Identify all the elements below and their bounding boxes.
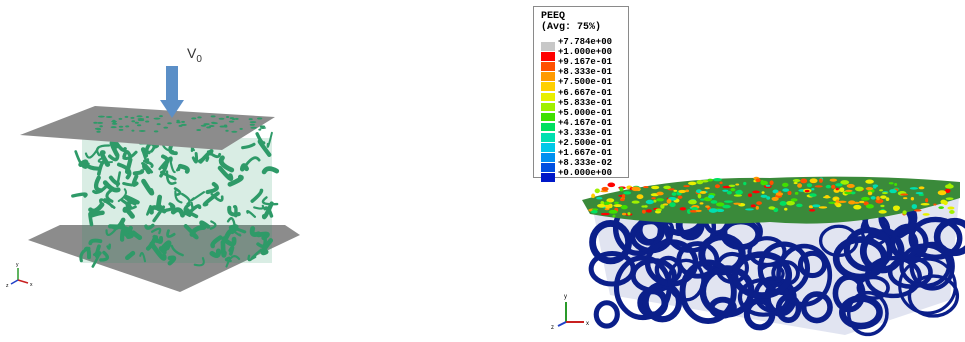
legend-swatch: [541, 143, 555, 152]
legend-swatch: [541, 122, 555, 132]
peeq-legend: PEEQ (Avg: 75%) +7.784e+00 +1.000e+00 +9.1…: [533, 6, 629, 182]
legend-swatch: [541, 132, 555, 142]
legend-entry: +2.500e-01: [541, 138, 613, 152]
legend-swatch: [541, 92, 555, 102]
legend-entry: +6.667e-01: [541, 87, 613, 102]
foam-structure: [71, 131, 280, 268]
foam-between-plates-figure: V0 y x z: [6, 45, 300, 292]
svg-text:y: y: [564, 294, 567, 300]
legend-value: +8.333e-01: [558, 67, 613, 78]
legend-value: +8.333e-02: [558, 158, 613, 169]
legend-value: +2.500e-01: [558, 138, 613, 148]
legend-value: +9.167e-01: [558, 57, 613, 68]
axis-triad-right: y x z: [551, 294, 589, 331]
legend-value: +5.833e-01: [558, 97, 613, 108]
legend-swatch: [541, 52, 555, 61]
svg-text:y: y: [16, 262, 19, 268]
left-foam-view: V0 y x z: [0, 0, 320, 337]
legend-entry: +1.667e-01: [541, 148, 613, 162]
legend-title: PEEQ: [541, 11, 566, 22]
legend-value: +6.667e-01: [558, 87, 613, 98]
legend-swatch: [541, 102, 555, 112]
legend-entry: +7.500e-01: [541, 77, 613, 92]
legend-swatch: [541, 112, 555, 122]
legend-swatch: [541, 173, 555, 182]
axis-triad: y x z: [6, 262, 33, 289]
legend-entry: +4.167e-01: [541, 117, 613, 132]
legend-value: +1.667e-01: [558, 148, 613, 159]
legend-entry: +7.784e+00: [541, 37, 613, 51]
peeq-contour-figure: y x z: [551, 176, 965, 337]
legend-entry: +5.000e-01: [541, 107, 613, 122]
svg-text:z: z: [6, 283, 9, 289]
legend-value: +4.167e-01: [558, 117, 613, 128]
legend-subtitle: (Avg: 75%): [541, 22, 602, 33]
legend-swatch: [541, 42, 555, 51]
legend-swatch: [541, 72, 555, 81]
legend-swatch: [541, 153, 555, 162]
legend-value: +0.000e+00: [558, 168, 613, 179]
legend-swatch: [541, 62, 555, 71]
velocity-arrow: [160, 66, 184, 118]
legend-entry: +0.000e+00: [541, 168, 613, 182]
legend-swatch: [541, 82, 555, 92]
legend-entry: +1.000e+00: [541, 47, 613, 61]
legend-value: +7.500e-01: [558, 77, 613, 88]
legend-value: +3.333e-01: [558, 127, 613, 138]
svg-text:x: x: [586, 321, 589, 327]
legend-entry: +8.333e-01: [541, 67, 613, 81]
legend-value: +7.784e+00: [558, 37, 613, 47]
legend-value: +5.000e-01: [558, 107, 613, 118]
right-contour-view: PEEQ (Avg: 75%) +7.784e+00 +1.000e+00 +9.1…: [520, 0, 965, 337]
legend-entry: +8.333e-02: [541, 158, 613, 172]
svg-text:x: x: [30, 282, 33, 288]
legend-entry: +3.333e-01: [541, 127, 613, 142]
legend-entry: +9.167e-01: [541, 57, 613, 71]
legend-swatch: [541, 163, 555, 172]
legend-value: +1.000e+00: [558, 47, 613, 58]
compressed-top-layer: [582, 176, 960, 224]
legend-entry: +5.833e-01: [541, 97, 613, 112]
velocity-label: V0: [187, 45, 202, 65]
svg-text:z: z: [551, 325, 554, 331]
